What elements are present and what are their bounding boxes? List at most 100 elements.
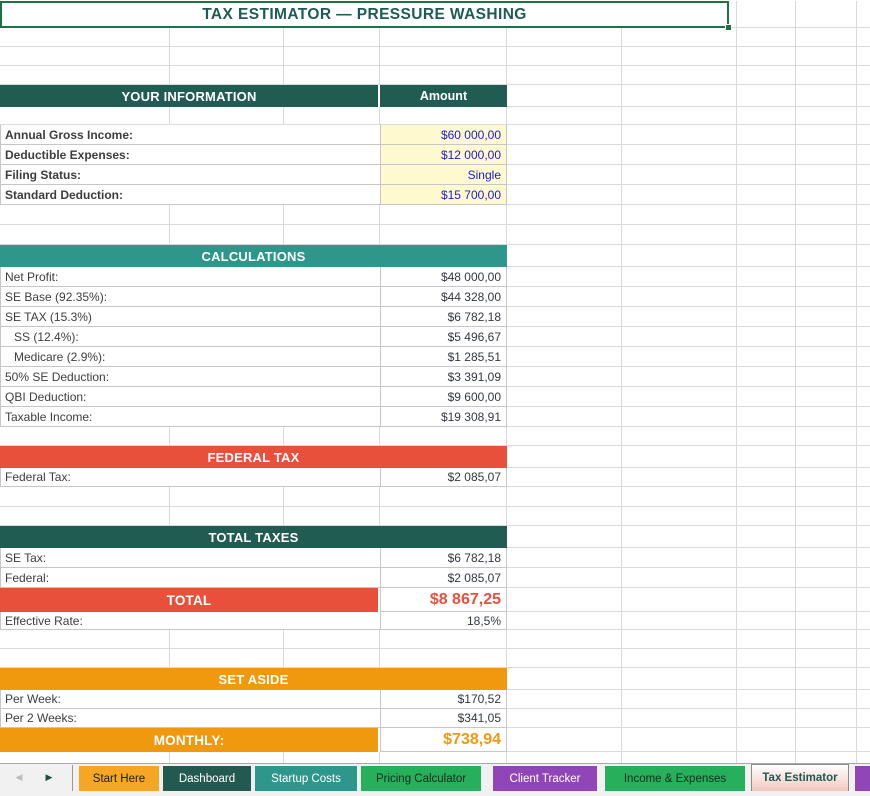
empty-row xyxy=(0,28,870,47)
federal-tax-header[interactable]: FEDERAL TAX xyxy=(0,446,507,468)
federal-row: Federal Tax: $2 085,07 xyxy=(0,468,870,487)
section-calculations: CALCULATIONS xyxy=(0,245,870,267)
tab-income-expenses[interactable]: Income & Expenses xyxy=(605,766,745,791)
tab-scroll-right-icon[interactable]: ▶ xyxy=(45,772,53,782)
total-taxes-header[interactable]: TOTAL TAXES xyxy=(0,526,507,548)
monthly-row: MONTHLY: $738,94 xyxy=(0,728,870,752)
value-cell[interactable]: $44 328,00 xyxy=(380,287,507,307)
input-cell[interactable]: Single xyxy=(380,165,507,185)
value-cell[interactable]: $3 391,09 xyxy=(380,367,507,387)
calc-row: SS (12.4%): $5 496,67 xyxy=(0,327,870,347)
value-cell[interactable]: $9 600,00 xyxy=(380,387,507,407)
empty-row xyxy=(0,225,870,245)
calculations-header[interactable]: CALCULATIONS xyxy=(0,245,507,267)
tab-client-tracker[interactable]: Client Tracker xyxy=(493,766,597,791)
row-label[interactable]: SE TAX (15.3%) xyxy=(0,307,380,327)
calc-row: 50% SE Deduction: $3 391,09 xyxy=(0,367,870,387)
title-cell[interactable]: TAX ESTIMATOR — PRESSURE WASHING xyxy=(0,1,729,28)
row-label[interactable]: Standard Deduction: xyxy=(0,185,380,205)
input-row: Deductible Expenses: $12 000,00 xyxy=(0,145,870,165)
calc-row: Medicare (2.9%): $1 285,51 xyxy=(0,347,870,367)
total-row: TOTAL $8 867,25 xyxy=(0,588,870,612)
empty-row xyxy=(0,487,870,507)
value-cell[interactable]: $170,52 xyxy=(380,690,507,709)
row-label[interactable]: Deductible Expenses: xyxy=(0,145,380,165)
input-row: Filing Status: Single xyxy=(0,165,870,185)
empty-row xyxy=(0,47,870,66)
row-label[interactable]: SS (12.4%): xyxy=(0,327,380,347)
sheet-tab-bar: ◀ ▶ Start Here Dashboard Startup Costs P… xyxy=(0,763,870,796)
row-label[interactable]: Per 2 Weeks: xyxy=(0,709,380,728)
tab-scroll-controls: ◀ ▶ xyxy=(0,764,68,791)
row-label[interactable]: Effective Rate: xyxy=(0,612,380,630)
value-cell[interactable]: $1 285,51 xyxy=(380,347,507,367)
effective-rate-row: Effective Rate: 18,5% xyxy=(0,612,870,630)
value-cell[interactable]: $48 000,00 xyxy=(380,267,507,287)
set-aside-row: Per Week: $170,52 xyxy=(0,690,870,709)
empty-row xyxy=(0,649,870,668)
tab-partial[interactable] xyxy=(855,766,870,791)
empty-row xyxy=(0,107,870,125)
tab-startup-costs[interactable]: Startup Costs xyxy=(255,766,357,791)
calc-row: SE TAX (15.3%) $6 782,18 xyxy=(0,307,870,327)
calc-row: Net Profit: $48 000,00 xyxy=(0,267,870,287)
set-aside-row: Per 2 Weeks: $341,05 xyxy=(0,709,870,728)
row-label[interactable]: Federal: xyxy=(0,568,380,588)
value-cell[interactable]: $6 782,18 xyxy=(380,548,507,568)
tab-dashboard[interactable]: Dashboard xyxy=(163,766,251,791)
tab-scroll-left-icon[interactable]: ◀ xyxy=(15,772,23,782)
value-cell[interactable]: 18,5% xyxy=(380,612,507,630)
input-cell[interactable]: $60 000,00 xyxy=(380,125,507,145)
row-label[interactable]: 50% SE Deduction: xyxy=(0,367,380,387)
row-label[interactable]: Medicare (2.9%): xyxy=(0,347,380,367)
row-label[interactable]: Net Profit: xyxy=(0,267,380,287)
empty-row xyxy=(0,427,870,446)
monthly-value-cell[interactable]: $738,94 xyxy=(380,728,507,752)
tab-tax-estimator-active[interactable]: Tax Estimator xyxy=(751,764,849,791)
empty-row xyxy=(0,507,870,526)
calc-row: QBI Deduction: $9 600,00 xyxy=(0,387,870,407)
input-row: Annual Gross Income: $60 000,00 xyxy=(0,125,870,145)
totals-row: SE Tax: $6 782,18 xyxy=(0,548,870,568)
row-label[interactable]: SE Base (92.35%): xyxy=(0,287,380,307)
page-title: TAX ESTIMATOR — PRESSURE WASHING xyxy=(202,5,527,23)
row-label[interactable]: Annual Gross Income: xyxy=(0,125,380,145)
title-row-right-grid xyxy=(0,1,870,28)
calc-row: SE Base (92.35%): $44 328,00 xyxy=(0,287,870,307)
value-cell[interactable]: $2 085,07 xyxy=(380,568,507,588)
row-label[interactable]: Per Week: xyxy=(0,690,380,709)
input-row: Standard Deduction: $15 700,00 xyxy=(0,185,870,205)
row-label[interactable]: Taxable Income: xyxy=(0,407,380,427)
row-label[interactable]: Filing Status: xyxy=(0,165,380,185)
row-label[interactable]: SE Tax: xyxy=(0,548,380,568)
monthly-label[interactable]: MONTHLY: xyxy=(0,728,378,752)
totals-row: Federal: $2 085,07 xyxy=(0,568,870,588)
your-information-header[interactable]: YOUR INFORMATION xyxy=(0,85,378,107)
empty-row xyxy=(0,630,870,649)
value-cell[interactable]: $19 308,91 xyxy=(380,407,507,427)
input-cell[interactable]: $15 700,00 xyxy=(380,185,507,205)
tab-start-here[interactable]: Start Here xyxy=(79,766,159,791)
value-cell[interactable]: $6 782,18 xyxy=(380,307,507,327)
row-label[interactable]: Federal Tax: xyxy=(0,468,380,487)
empty-row xyxy=(0,752,870,763)
set-aside-header[interactable]: SET ASIDE xyxy=(0,668,507,690)
value-cell[interactable]: $341,05 xyxy=(380,709,507,728)
row-label[interactable]: QBI Deduction: xyxy=(0,387,380,407)
section-your-information: YOUR INFORMATION Amount xyxy=(0,85,870,107)
empty-row xyxy=(0,205,870,225)
amount-column-header[interactable]: Amount xyxy=(380,85,507,107)
section-total-taxes: TOTAL TAXES xyxy=(0,526,870,548)
value-cell[interactable]: $5 496,67 xyxy=(380,327,507,347)
section-federal-tax: FEDERAL TAX xyxy=(0,446,870,468)
input-cell[interactable]: $12 000,00 xyxy=(380,145,507,165)
tab-divider xyxy=(72,765,73,791)
empty-row xyxy=(0,66,870,85)
value-cell[interactable]: $2 085,07 xyxy=(380,468,507,487)
tab-pricing-calculator[interactable]: Pricing Calculator xyxy=(361,766,481,791)
fill-handle[interactable] xyxy=(725,24,732,31)
calc-row: Taxable Income: $19 308,91 xyxy=(0,407,870,427)
total-label[interactable]: TOTAL xyxy=(0,588,378,612)
section-set-aside: SET ASIDE xyxy=(0,668,870,690)
total-value-cell[interactable]: $8 867,25 xyxy=(380,588,507,612)
